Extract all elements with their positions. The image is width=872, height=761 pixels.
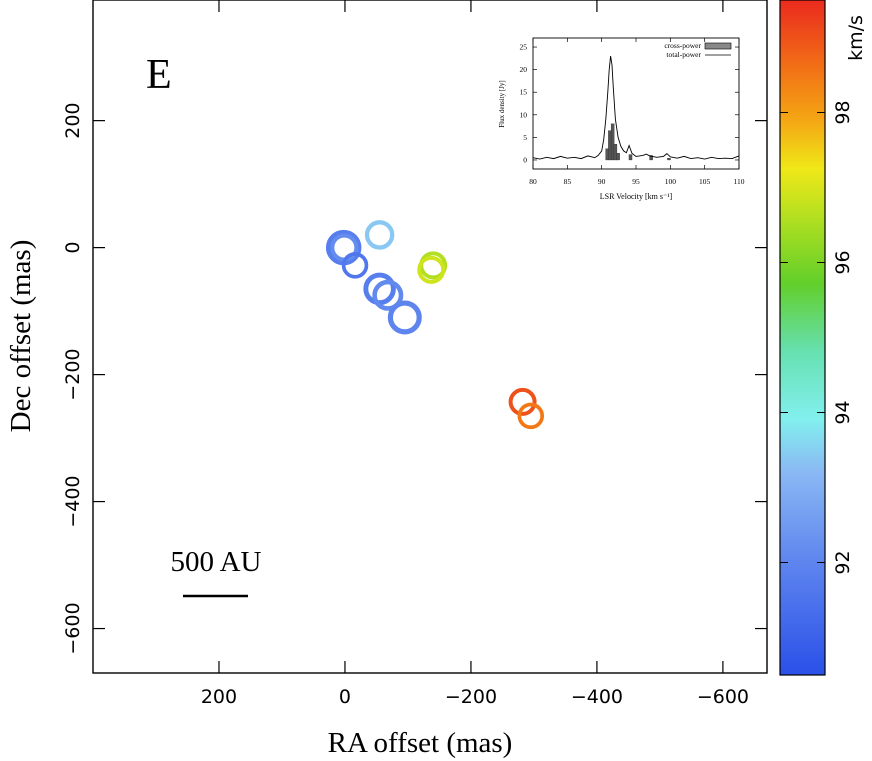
main-plot-frame [92, 0, 768, 674]
maser-spot [508, 387, 537, 416]
cross-power-bars [605, 123, 671, 161]
y-tick-label: −400 [62, 475, 84, 527]
inset-legend-cross-swatch [704, 42, 732, 50]
inset-spectrum: 80 85 90 95 100 105 110 0 5 10 15 20 25 LSR Velocit… [498, 37, 745, 201]
maser-spot [387, 300, 422, 335]
y-tick-label: −600 [62, 602, 84, 654]
x-tick-label: −400 [571, 686, 623, 708]
inset-x-tick-label: 110 [734, 177, 745, 186]
cross-power-bar [613, 144, 618, 161]
inset-x-tick-label: 95 [632, 177, 640, 186]
x-axis-tick-labels: 200 0 −200 −400 −600 [201, 686, 749, 708]
inset-y-tick-label: 15 [520, 88, 528, 97]
colorbar-tick-label: 94 [832, 400, 854, 424]
colorbar-tick-label: 98 [832, 100, 854, 124]
colorbar-unit-label: km/s [845, 15, 867, 61]
cross-power-bar [616, 153, 620, 161]
inset-x-tick-label: 85 [564, 177, 572, 186]
y-tick-label: 0 [62, 242, 84, 254]
x-axis-title: RA offset (mas) [328, 727, 513, 759]
colorbar-tick-label: 96 [832, 250, 854, 274]
inset-y-tick-label: 20 [520, 65, 528, 74]
inset-axis-ticks [532, 38, 740, 169]
x-tick-label: 200 [201, 686, 237, 708]
panel-label: E [146, 52, 172, 98]
inset-y-tick-label: 10 [520, 110, 528, 119]
colorbar-tick-labels: 92 94 96 98 [832, 100, 854, 574]
inset-y-tick-label: 25 [520, 43, 528, 52]
maser-spot [417, 255, 446, 284]
cross-power-bar [649, 155, 653, 161]
maser-spot [364, 220, 395, 250]
maser-spot [341, 252, 369, 279]
total-power-line [532, 56, 740, 160]
main-axis-ticks [93, 0, 767, 673]
maser-spot [363, 272, 396, 306]
x-tick-label: −200 [445, 686, 497, 708]
y-axis-title: Dec offset (mas) [5, 240, 37, 433]
maser-spot [517, 402, 545, 430]
inset-y-tick-label: 0 [523, 155, 527, 164]
colorbar [779, 0, 826, 676]
maser-spot [372, 279, 404, 311]
maser-spots [325, 220, 545, 430]
inset-x-tick-label: 90 [598, 177, 606, 186]
inset-x-tick-label: 100 [665, 177, 677, 186]
y-tick-label: −200 [62, 349, 84, 401]
inset-x-tick-label: 80 [529, 177, 537, 186]
inset-legend-cross-label: cross-power [664, 41, 701, 50]
inset-x-axis-title: LSR Velocity [km s⁻¹] [600, 192, 673, 201]
inset-y-tick-label: 5 [523, 133, 527, 142]
colorbar-ticks [780, 112, 825, 563]
y-tick-label: 200 [62, 102, 84, 138]
cross-power-bar [610, 123, 615, 161]
inset-x-tick-label: 105 [699, 177, 711, 186]
y-axis-tick-labels: 200 0 −200 −400 −600 [62, 102, 84, 654]
x-tick-label: 0 [339, 686, 351, 708]
inset-legend-total-label: total-power [666, 50, 701, 59]
inset-frame [532, 37, 740, 170]
colorbar-tick-label: 92 [832, 550, 854, 574]
cross-power-bar [628, 154, 633, 161]
inset-x-tick-labels: 80 85 90 95 100 105 110 [529, 177, 744, 186]
scale-bar-label: 500 AU [170, 546, 261, 578]
x-tick-label: −600 [697, 686, 749, 708]
cross-power-bar [667, 158, 671, 161]
inset-y-axis-title: Flux density [Jy] [498, 80, 506, 127]
inset-y-tick-labels: 0 5 10 15 20 25 [520, 43, 528, 165]
